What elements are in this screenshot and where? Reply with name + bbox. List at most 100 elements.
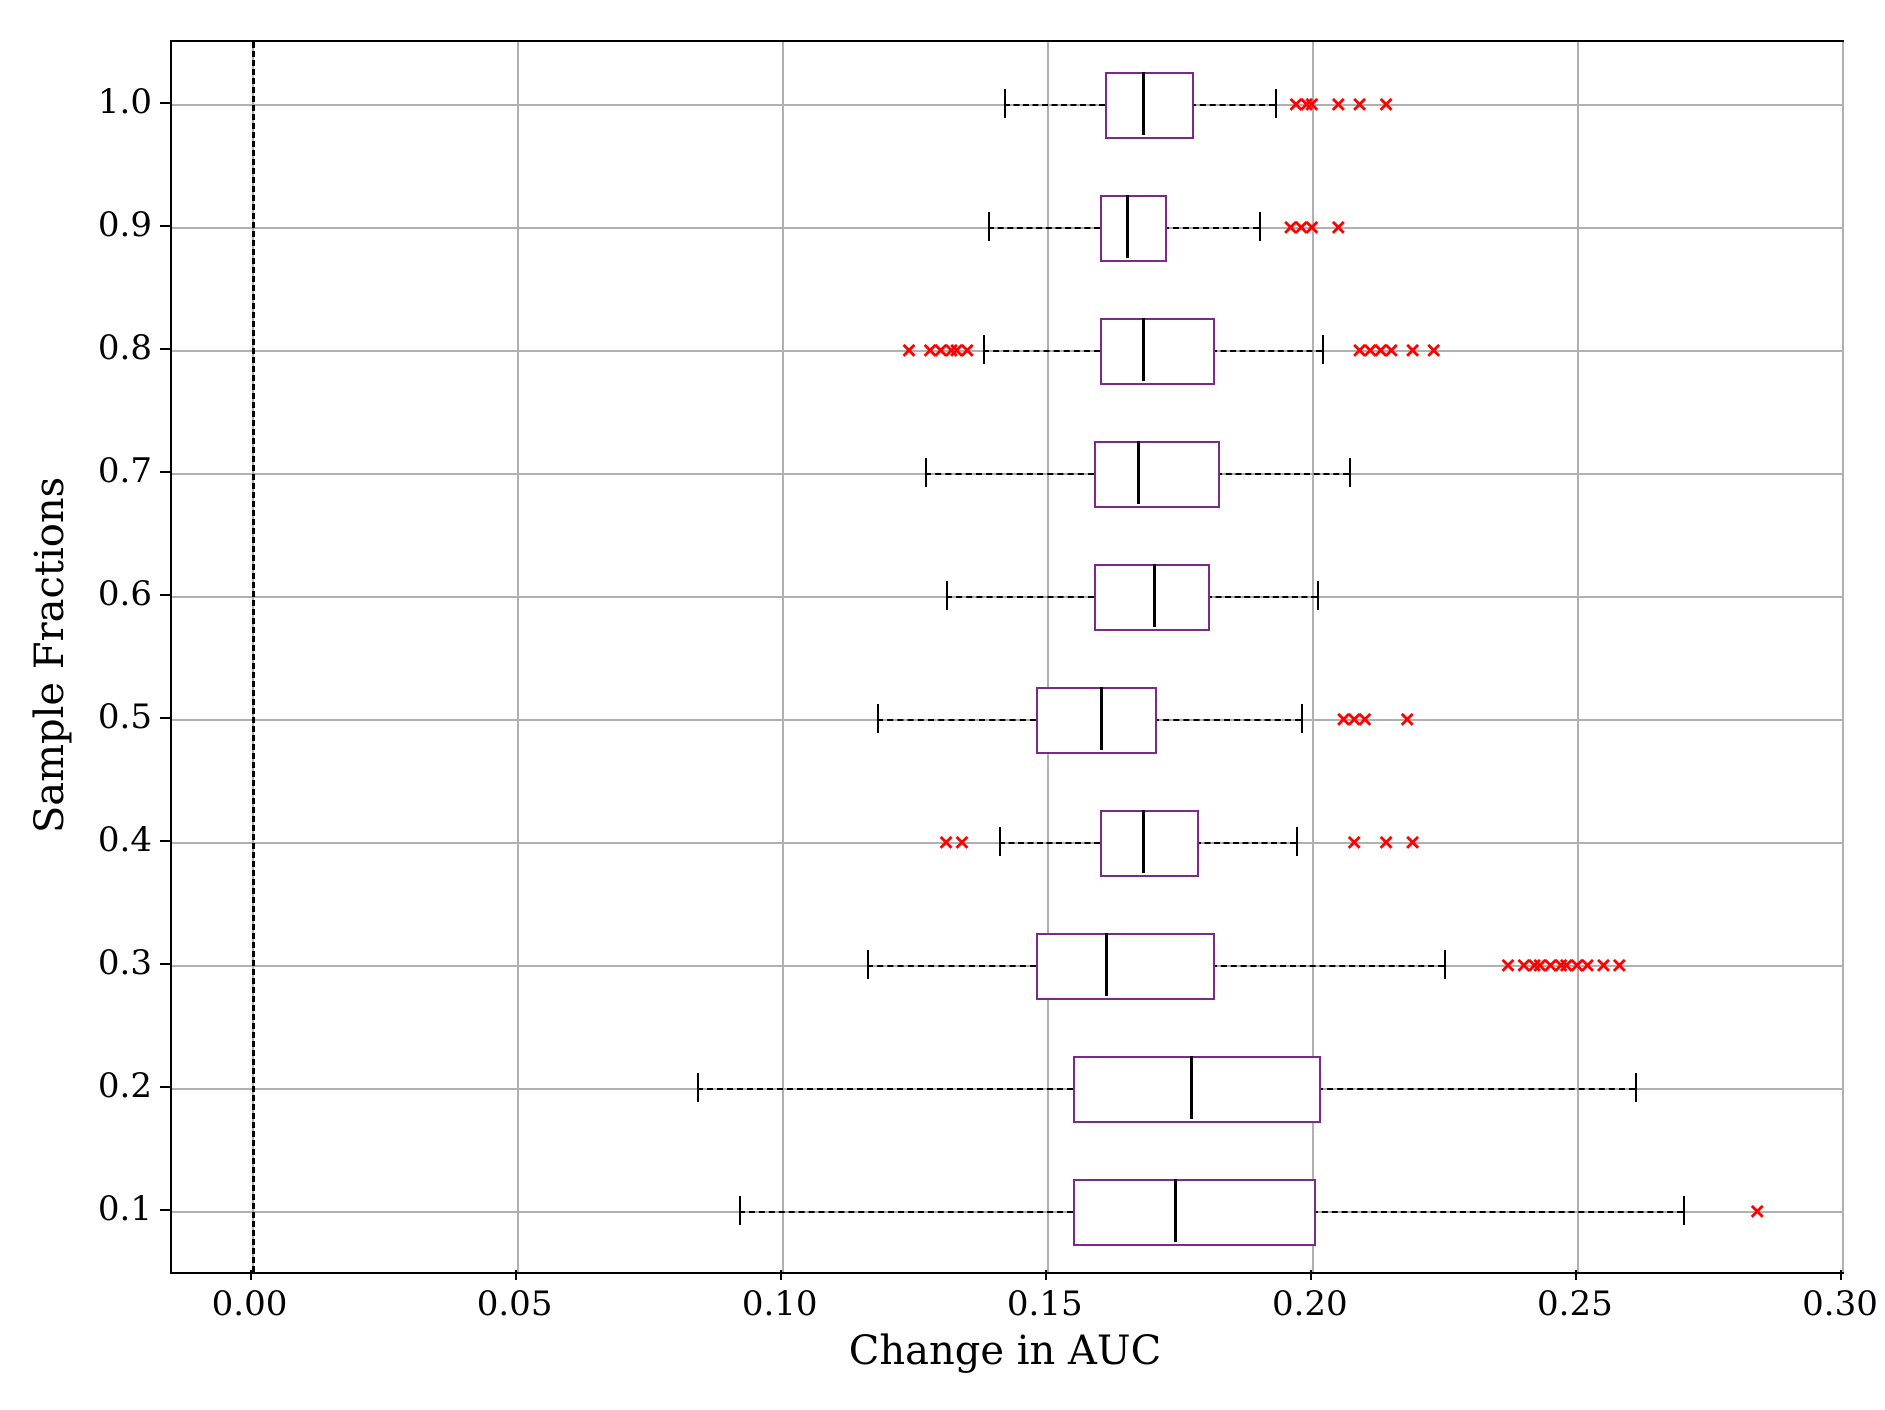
whisker-high [1190, 104, 1275, 106]
cap-high [1296, 827, 1298, 857]
y-tick-label: 0.4 [98, 820, 152, 860]
cap-high [1683, 1196, 1685, 1226]
outlier-marker: × [1331, 91, 1346, 117]
outlier-marker: × [1357, 706, 1372, 732]
y-tick [160, 102, 170, 104]
outlier-marker: × [1352, 91, 1367, 117]
box [1100, 810, 1199, 878]
median-line [1137, 441, 1140, 505]
outlier-marker: × [1304, 91, 1319, 117]
outlier-marker: × [1500, 952, 1515, 978]
y-tick-label: 0.7 [98, 451, 152, 491]
whisker-low [697, 1088, 1073, 1090]
median-line [1126, 195, 1129, 259]
x-tick [1840, 1270, 1842, 1280]
median-line [1142, 318, 1145, 382]
outlier-marker: × [1596, 952, 1611, 978]
x-tick-label: 0.05 [477, 1284, 553, 1324]
whisker-low [739, 1211, 1073, 1213]
cap-low [925, 458, 927, 488]
whisker-low [988, 227, 1099, 229]
outlier-marker: × [1347, 829, 1362, 855]
box [1036, 933, 1215, 1001]
outlier-marker: × [938, 829, 953, 855]
outlier-marker: × [1405, 337, 1420, 363]
whisker-low [999, 842, 1100, 844]
y-tick [160, 471, 170, 473]
y-tick [160, 594, 170, 596]
x-axis-label: Change in AUC [849, 1328, 1161, 1374]
y-tick [160, 840, 170, 842]
cap-high [1275, 89, 1277, 119]
x-tick [250, 1270, 252, 1280]
cap-low [867, 950, 869, 980]
y-tick-label: 0.1 [98, 1189, 152, 1229]
whisker-high [1206, 596, 1317, 598]
x-tick-label: 0.30 [1802, 1284, 1878, 1324]
x-tick [780, 1270, 782, 1280]
y-tick [160, 348, 170, 350]
cap-high [1444, 950, 1446, 980]
outlier-marker: × [954, 829, 969, 855]
box [1073, 1056, 1321, 1124]
cap-high [1301, 704, 1303, 734]
chart-container: ××××××××××××××××××××××××××××××××××××××××… [0, 0, 1885, 1410]
whisker-low [983, 350, 1100, 352]
cap-high [1322, 335, 1324, 365]
whisker-high [1312, 1211, 1683, 1213]
whisker-high [1211, 350, 1322, 352]
y-tick [160, 717, 170, 719]
box [1105, 72, 1194, 140]
box [1100, 318, 1215, 386]
whisker-high [1211, 965, 1444, 967]
whisker-low [867, 965, 1037, 967]
whisker-low [877, 719, 1036, 721]
cap-high [1317, 581, 1319, 611]
y-tick-label: 0.2 [98, 1066, 152, 1106]
y-tick [160, 1209, 170, 1211]
outlier-marker: × [1612, 952, 1627, 978]
median-line [1100, 687, 1103, 751]
whisker-high [1216, 473, 1349, 475]
y-tick [160, 225, 170, 227]
x-tick-label: 0.25 [1537, 1284, 1613, 1324]
whisker-high [1317, 1088, 1635, 1090]
box [1073, 1179, 1316, 1247]
outlier-marker: × [901, 337, 916, 363]
box [1100, 195, 1168, 263]
outlier-marker: × [1384, 337, 1399, 363]
x-tick-label: 0.00 [212, 1284, 288, 1324]
median-line [1153, 564, 1156, 628]
y-tick [160, 963, 170, 965]
outlier-marker: × [1405, 829, 1420, 855]
x-tick [1045, 1270, 1047, 1280]
y-tick-label: 0.5 [98, 697, 152, 737]
cap-high [1635, 1073, 1637, 1103]
whisker-high [1163, 227, 1258, 229]
outlier-marker: × [1331, 214, 1346, 240]
median-line [1174, 1179, 1177, 1243]
whisker-low [946, 596, 1094, 598]
outlier-marker: × [1378, 91, 1393, 117]
whisker-high [1153, 719, 1301, 721]
outlier-marker: × [1426, 337, 1441, 363]
outlier-marker: × [1750, 1198, 1765, 1224]
whisker-high [1195, 842, 1296, 844]
reference-line-zero [252, 42, 255, 1272]
cap-high [1349, 458, 1351, 488]
cap-low [1004, 89, 1006, 119]
y-tick-label: 0.3 [98, 943, 152, 983]
box [1094, 441, 1220, 509]
outlier-marker: × [1304, 214, 1319, 240]
plot-area: ××××××××××××××××××××××××××××××××××××××××… [170, 40, 1844, 1274]
median-line [1142, 810, 1145, 874]
x-tick [515, 1270, 517, 1280]
y-tick-label: 0.9 [98, 205, 152, 245]
outlier-marker: × [960, 337, 975, 363]
gridline-vertical [1842, 42, 1844, 1272]
cap-low [739, 1196, 741, 1226]
cap-low [983, 335, 985, 365]
y-tick-label: 1.0 [98, 82, 152, 122]
median-line [1142, 72, 1145, 136]
cap-low [988, 212, 990, 242]
